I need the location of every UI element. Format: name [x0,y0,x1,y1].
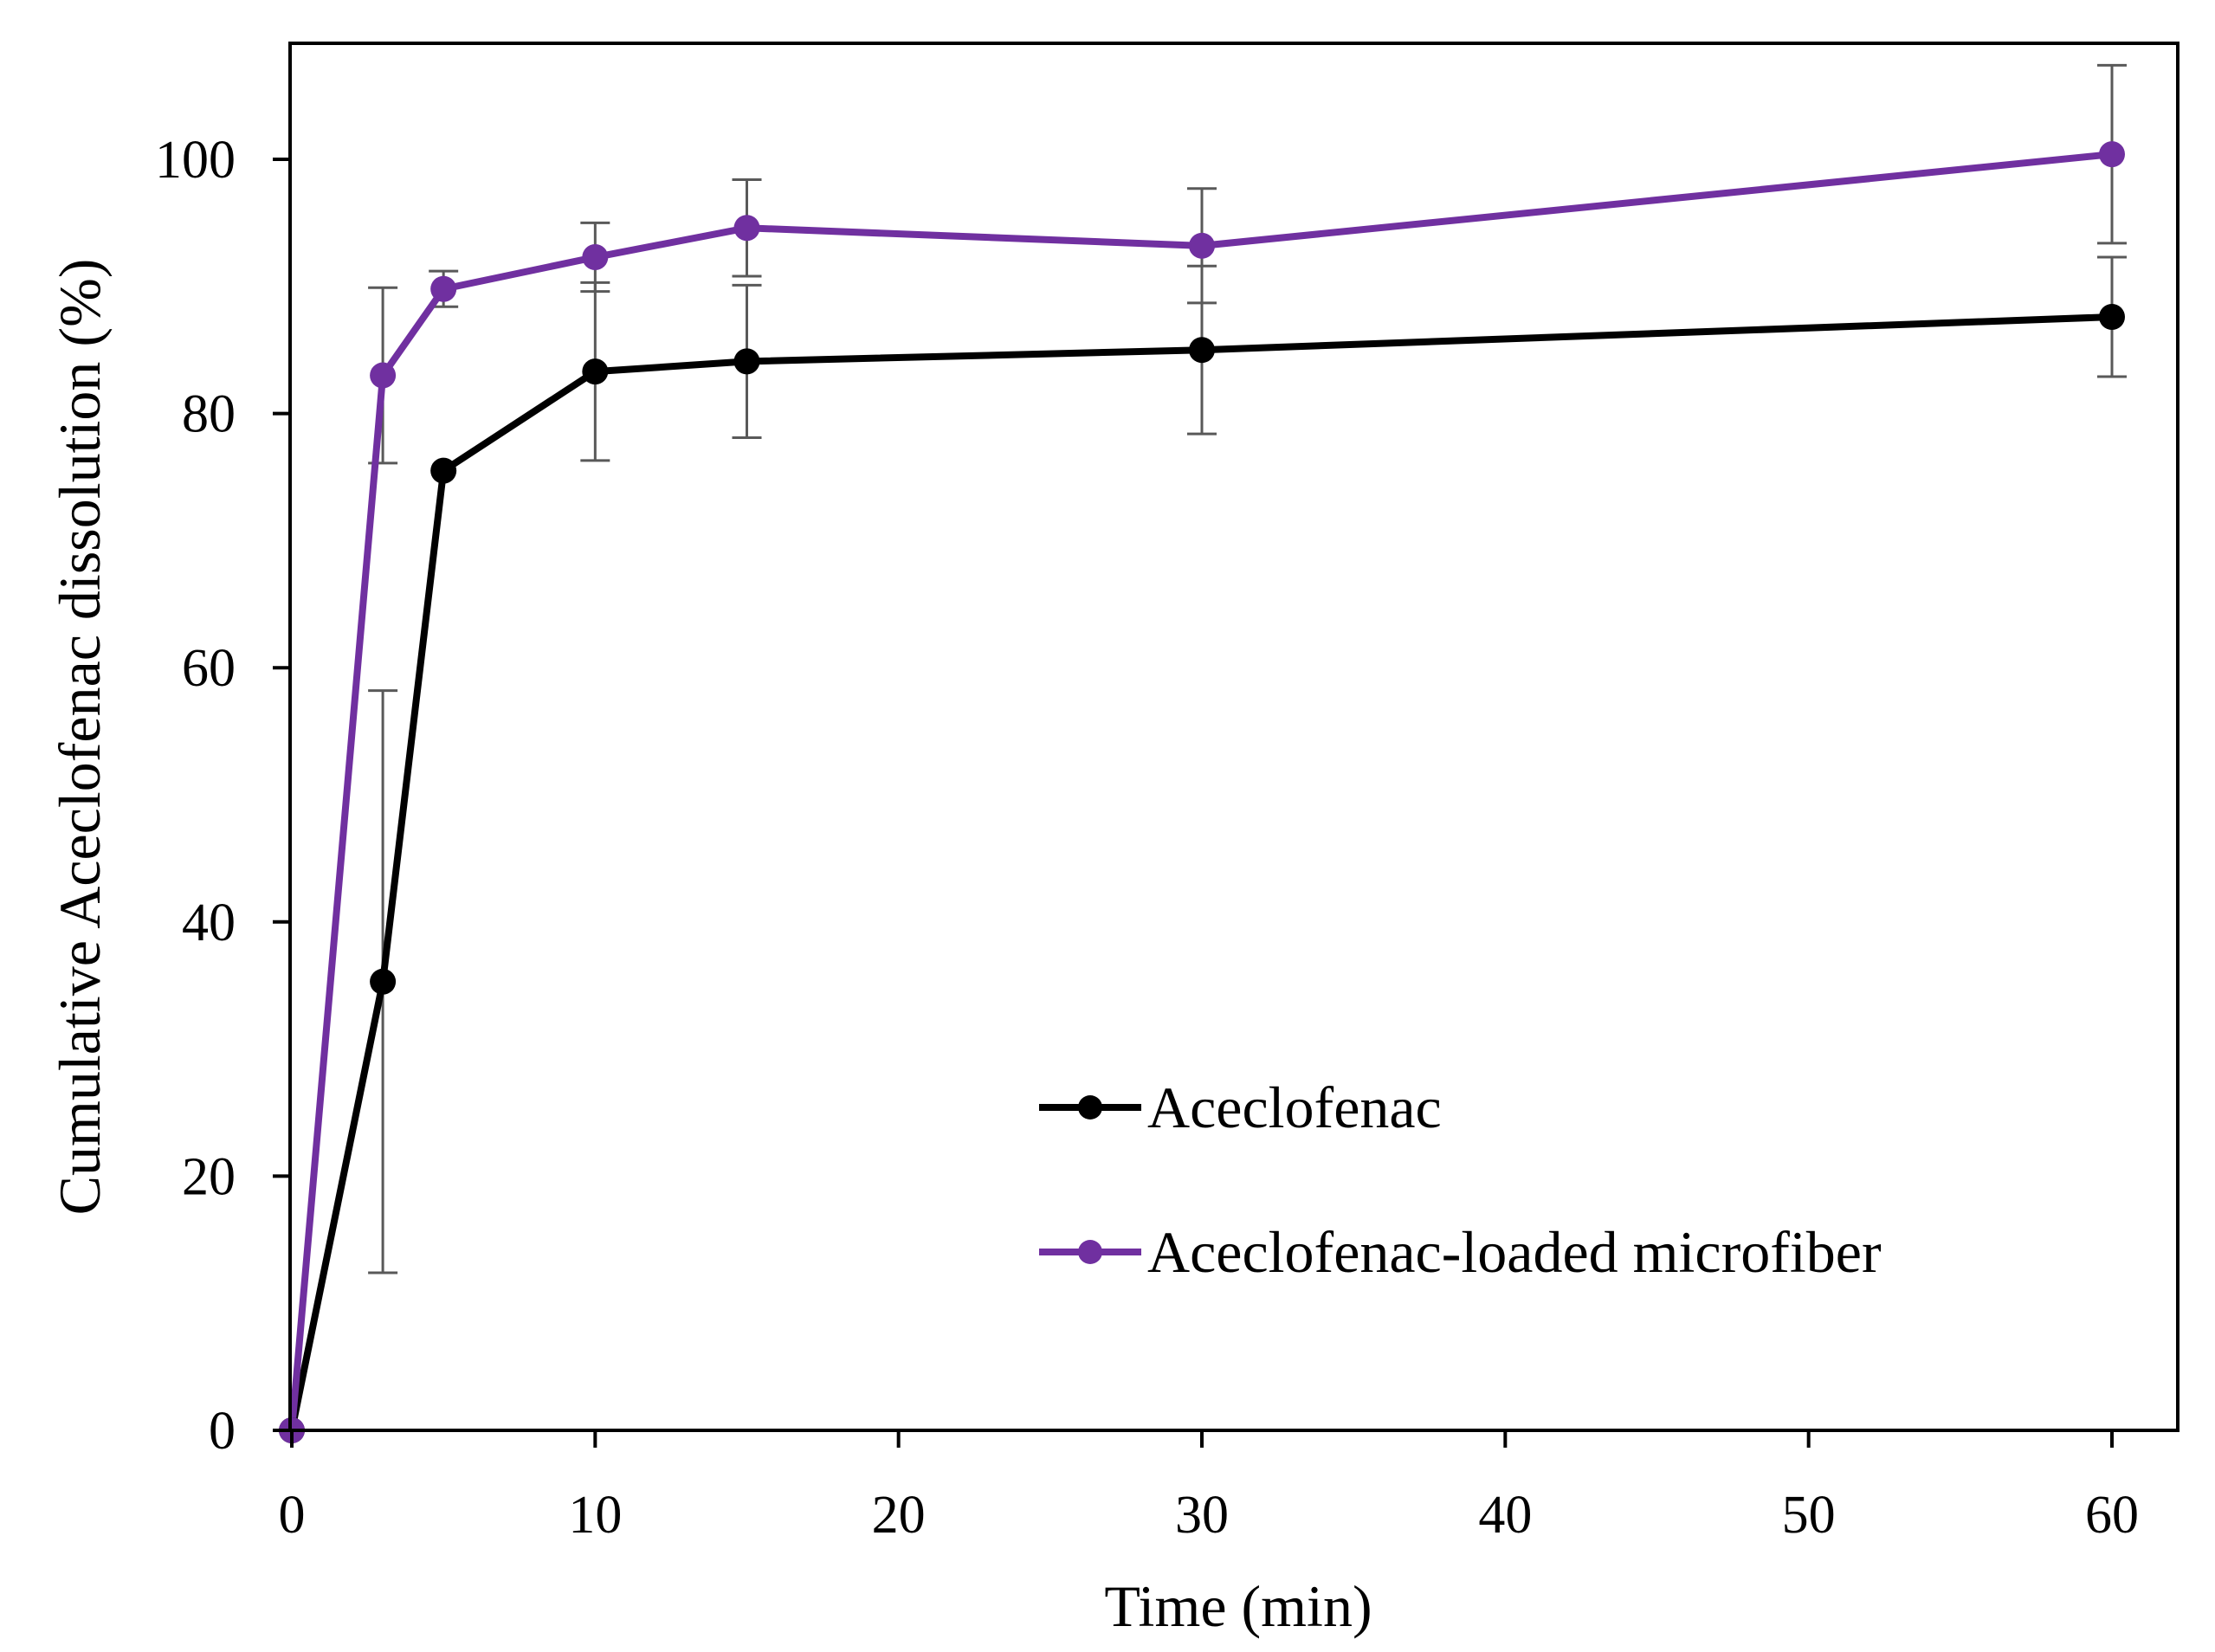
y-tick-label-0: 0 [209,1402,236,1461]
legend: Aceclofenac Aceclofenac-loaded microfibe… [1039,1074,1882,1285]
data-point-microfiber-15[interactable] [733,215,760,242]
legend-label-microfiber: Aceclofenac-loaded microfiber [1147,1219,1882,1285]
data-point-aceclofenac-10[interactable] [582,358,609,385]
x-tick-label-30: 30 [1175,1486,1229,1545]
data-point-aceclofenac-3[interactable] [370,968,397,995]
data-point-aceclofenac-5[interactable] [430,457,457,484]
legend-swatch-marker-aceclofenac [1078,1095,1102,1120]
legend-item-aceclofenac[interactable]: Aceclofenac [1039,1074,1442,1140]
y-axis-title: Cumulative Aceclofenac dissolution (%) [47,259,113,1216]
x-tick-label-60: 60 [2085,1486,2139,1545]
data-point-aceclofenac-15[interactable] [733,348,760,375]
y-tick-label-40: 40 [182,894,236,952]
x-tick-label-40: 40 [1478,1486,1532,1545]
x-tick-label-0: 0 [279,1486,306,1545]
data-point-microfiber-5[interactable] [430,275,457,302]
x-tick-label-50: 50 [1782,1486,1836,1545]
data-point-microfiber-60[interactable] [2099,141,2125,168]
data-point-aceclofenac-60[interactable] [2099,304,2125,331]
plot-frame [288,42,2179,1432]
data-point-aceclofenac-30[interactable] [1189,337,1215,364]
x-tick-label-10: 10 [568,1486,622,1545]
legend-item-microfiber[interactable]: Aceclofenac-loaded microfiber [1039,1219,1882,1285]
y-tick-label-20: 20 [182,1147,236,1206]
x-axis-title: Time (min) [1104,1573,1372,1639]
x-tick-label-20: 20 [872,1486,926,1545]
y-tick-label-100: 100 [155,131,236,190]
data-point-microfiber-30[interactable] [1189,232,1215,259]
y-tick-label-80: 80 [182,385,236,444]
data-point-microfiber-3[interactable] [370,362,397,389]
y-axis-ticks: 0 20 40 60 80 100 [155,131,290,1461]
x-axis-ticks: 0 10 20 30 40 50 60 [279,1430,2139,1545]
legend-swatch-marker-microfiber [1078,1240,1102,1264]
legend-label-aceclofenac: Aceclofenac [1147,1074,1442,1140]
y-tick-label-60: 60 [182,639,236,698]
data-point-microfiber-10[interactable] [582,244,609,271]
